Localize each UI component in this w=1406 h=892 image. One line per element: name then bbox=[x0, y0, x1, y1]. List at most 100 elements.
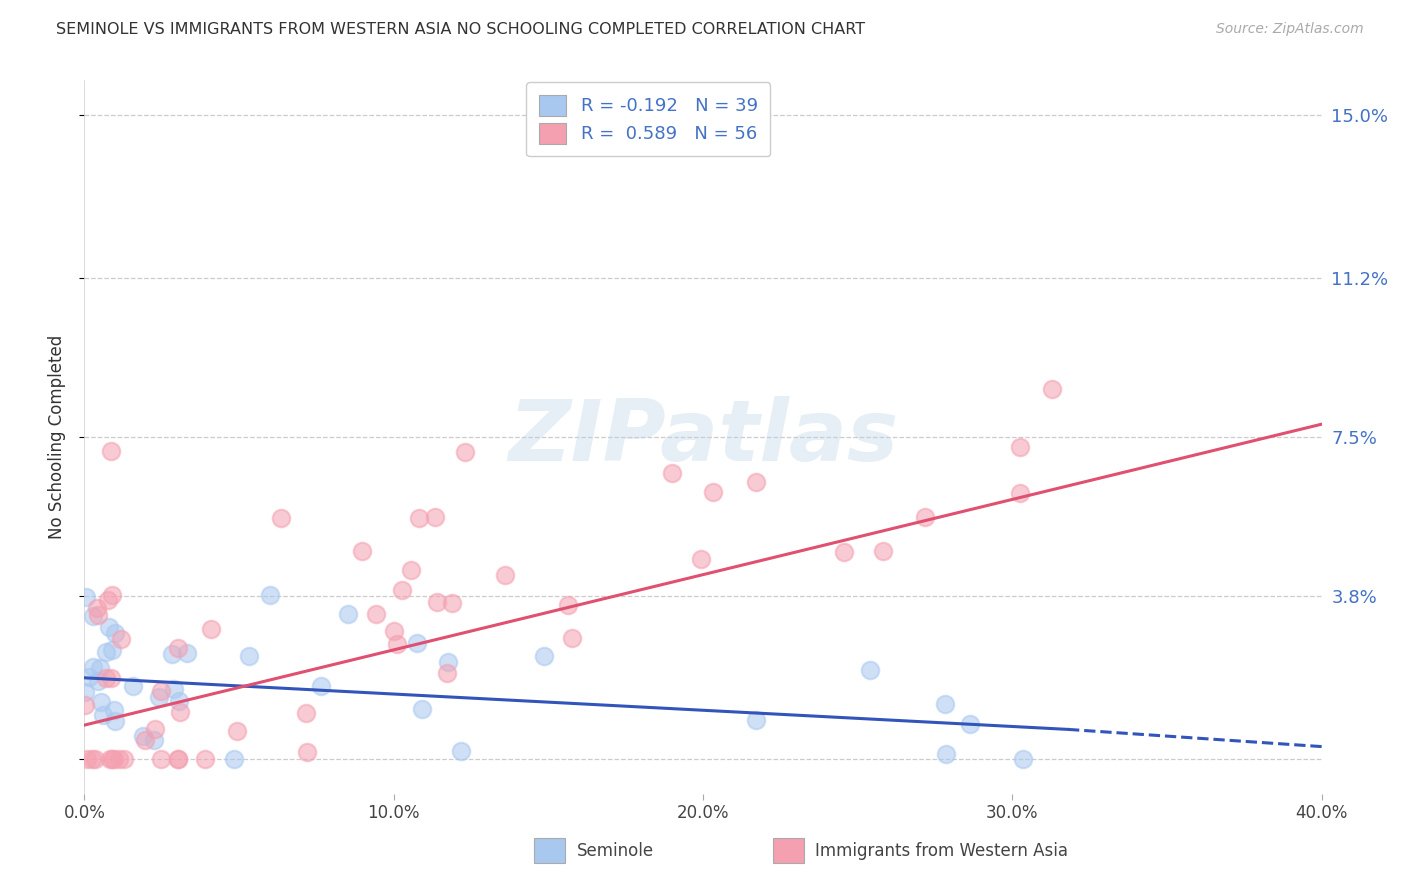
Point bbox=[426, 595, 449, 609]
Point bbox=[160, 648, 183, 662]
Point bbox=[557, 598, 579, 612]
Point bbox=[437, 655, 460, 669]
Point bbox=[97, 593, 120, 607]
Point bbox=[77, 670, 100, 684]
Point bbox=[745, 475, 768, 489]
Point bbox=[82, 608, 104, 623]
Point bbox=[100, 752, 122, 766]
Point bbox=[82, 660, 104, 674]
Point bbox=[110, 632, 132, 647]
Point bbox=[87, 607, 110, 622]
Point bbox=[86, 601, 108, 615]
Point bbox=[100, 443, 122, 458]
Point bbox=[101, 588, 124, 602]
Point bbox=[103, 752, 125, 766]
Legend: R = -0.192   N = 39, R =  0.589   N = 56: R = -0.192 N = 39, R = 0.589 N = 56 bbox=[526, 82, 770, 156]
Point bbox=[1008, 440, 1031, 454]
Point bbox=[132, 729, 155, 743]
Point bbox=[436, 665, 458, 680]
Point bbox=[494, 567, 516, 582]
Text: Immigrants from Western Asia: Immigrants from Western Asia bbox=[815, 842, 1069, 860]
Point bbox=[1012, 752, 1035, 766]
Point bbox=[689, 551, 711, 566]
Point bbox=[411, 702, 433, 716]
Point bbox=[104, 714, 127, 728]
Point bbox=[364, 607, 387, 621]
Point bbox=[148, 690, 170, 704]
Point bbox=[98, 620, 121, 634]
Point bbox=[935, 747, 957, 761]
Point bbox=[200, 622, 222, 636]
Point bbox=[423, 510, 446, 524]
Point bbox=[391, 582, 413, 597]
Point bbox=[100, 643, 122, 657]
Point bbox=[73, 698, 96, 713]
Point bbox=[108, 752, 131, 766]
Text: ZIPatlas: ZIPatlas bbox=[508, 395, 898, 479]
Point bbox=[87, 673, 110, 688]
Point bbox=[399, 563, 422, 577]
Point bbox=[259, 588, 281, 602]
Point bbox=[194, 752, 217, 766]
Point bbox=[96, 672, 118, 686]
Point bbox=[238, 648, 260, 663]
Y-axis label: No Schooling Completed: No Schooling Completed bbox=[48, 335, 66, 539]
Text: Source: ZipAtlas.com: Source: ZipAtlas.com bbox=[1216, 22, 1364, 37]
Point bbox=[702, 485, 724, 500]
Point bbox=[166, 752, 188, 766]
Point bbox=[169, 705, 191, 719]
Point bbox=[561, 631, 583, 645]
Point bbox=[143, 723, 166, 737]
Point bbox=[336, 607, 359, 622]
Point bbox=[309, 679, 332, 693]
Point bbox=[94, 645, 117, 659]
Point bbox=[959, 716, 981, 731]
Point bbox=[150, 752, 173, 766]
Point bbox=[167, 693, 190, 707]
Point bbox=[382, 624, 405, 638]
Point bbox=[76, 752, 98, 766]
Point bbox=[385, 637, 408, 651]
Point bbox=[166, 752, 188, 766]
Point bbox=[441, 596, 464, 610]
Point bbox=[859, 663, 882, 677]
Point bbox=[1042, 382, 1064, 396]
Point bbox=[93, 708, 115, 723]
Point bbox=[83, 752, 105, 766]
Point bbox=[103, 703, 125, 717]
Point bbox=[350, 544, 373, 558]
Point bbox=[150, 683, 173, 698]
Point bbox=[533, 649, 555, 664]
Point bbox=[89, 661, 111, 675]
Text: Seminole: Seminole bbox=[576, 842, 654, 860]
Point bbox=[75, 590, 97, 604]
Point bbox=[450, 744, 472, 758]
Point bbox=[73, 685, 96, 699]
Point bbox=[297, 745, 319, 759]
Point bbox=[661, 466, 683, 480]
Point bbox=[143, 733, 166, 747]
Point bbox=[162, 681, 184, 696]
Point bbox=[405, 636, 427, 650]
Point bbox=[914, 510, 936, 524]
Text: SEMINOLE VS IMMIGRANTS FROM WESTERN ASIA NO SCHOOLING COMPLETED CORRELATION CHAR: SEMINOLE VS IMMIGRANTS FROM WESTERN ASIA… bbox=[56, 22, 865, 37]
Point bbox=[832, 545, 855, 559]
Point bbox=[225, 724, 247, 739]
Point bbox=[1008, 485, 1031, 500]
Point bbox=[167, 640, 190, 655]
Point bbox=[100, 671, 122, 685]
Point bbox=[222, 752, 245, 766]
Point bbox=[454, 445, 477, 459]
Point bbox=[872, 544, 894, 558]
Point bbox=[176, 646, 198, 660]
Point bbox=[408, 511, 430, 525]
Point bbox=[745, 714, 768, 728]
Point bbox=[934, 698, 956, 712]
Point bbox=[80, 752, 103, 766]
Point bbox=[270, 510, 292, 524]
Point bbox=[100, 752, 122, 766]
Point bbox=[122, 679, 145, 693]
Point bbox=[295, 706, 318, 721]
Point bbox=[134, 733, 156, 747]
Point bbox=[114, 752, 136, 766]
